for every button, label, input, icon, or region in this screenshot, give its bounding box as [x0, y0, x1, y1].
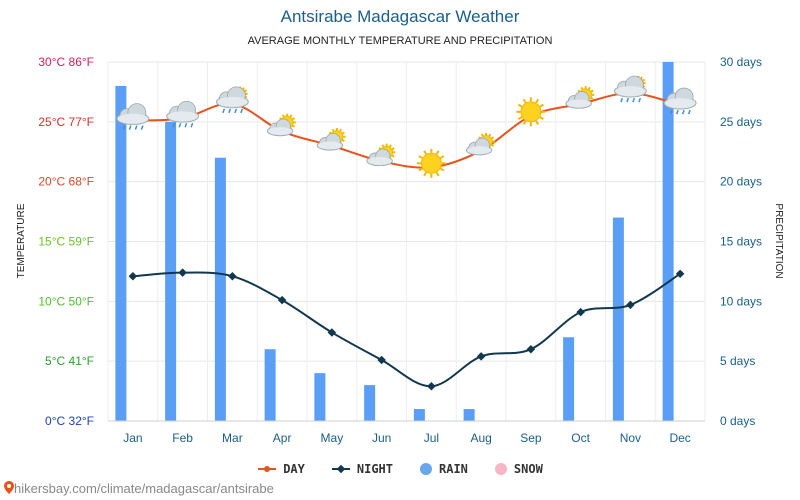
rain-bar	[115, 85, 127, 421]
x-tick-label: Aug	[470, 431, 491, 445]
chart-title: Antsirabe Madagascar Weather	[280, 7, 520, 26]
legend-night-label: NIGHT	[356, 462, 393, 476]
legend-day[interactable]: DAY	[257, 462, 305, 476]
sun-cloud-icon	[565, 86, 595, 109]
night-point	[178, 268, 187, 277]
sun-cloud-icon	[465, 132, 495, 156]
source-link[interactable]: hikersbay.com/climate/madagascar/antsira…	[4, 481, 274, 496]
map-pin-icon	[4, 481, 14, 494]
weather-chart: 0°C 32°F 5°C 41°F 10°C 50°F 15°C 59°F 20°C 6…	[16, 55, 784, 445]
rain-bar	[364, 385, 376, 421]
legend-rain-label: RAIN	[439, 462, 468, 476]
y-left-tick-label: 10°C 50°F	[38, 294, 94, 308]
sun-cloud-icon	[266, 113, 296, 137]
y-left-tick-label: 20°C 68°F	[38, 175, 94, 189]
legend-day-label: DAY	[283, 462, 305, 476]
y-right-tick-label: 20 days	[720, 175, 762, 189]
y-right-tick-label: 10 days	[720, 294, 762, 308]
legend-snow[interactable]: SNOW	[494, 462, 543, 476]
chart-subtitle: AVERAGE MONTHLY TEMPERATURE AND PRECIPIT…	[247, 35, 553, 47]
rain-bar	[413, 409, 425, 421]
cloud-rain-icon	[116, 103, 150, 130]
chart-legend: DAY NIGHT RAIN SNOW	[0, 462, 800, 476]
source-text: hikersbay.com/climate/madagascar/antsira…	[14, 481, 274, 496]
cloud-rain-icon	[166, 100, 200, 128]
night-point	[476, 352, 486, 361]
night-point	[427, 382, 436, 391]
rain-bar	[314, 373, 326, 421]
y-right-tick-label: 15 days	[720, 235, 762, 249]
cloud-rain-icon	[663, 87, 697, 115]
rain-bar	[264, 349, 276, 421]
y-right-tick-label: 25 days	[720, 115, 762, 129]
night-point	[277, 295, 287, 305]
rain-bar	[463, 409, 475, 421]
y-left-tick-label: 25°C 77°F	[38, 115, 94, 129]
x-tick-label: Oct	[571, 431, 590, 445]
y-left-axis-title: TEMPERATURE	[16, 203, 27, 278]
legend-rain-icon	[420, 463, 432, 475]
rain-bar	[165, 121, 177, 421]
legend-snow-label: SNOW	[513, 462, 543, 476]
rain-bar	[612, 217, 624, 421]
night-point	[377, 355, 386, 365]
x-tick-label: Sep	[520, 431, 542, 445]
y-left-tick-label: 30°C 86°F	[38, 55, 94, 69]
sun-cloud-icon	[366, 143, 396, 167]
sun-cloud-rain-icon	[215, 86, 249, 114]
y-left-tick-label: 0°C 32°F	[45, 414, 94, 428]
x-tick-label: Nov	[620, 431, 641, 445]
legend-night-icon	[331, 464, 350, 474]
x-tick-label: Jul	[424, 431, 439, 445]
night-point	[228, 271, 237, 281]
legend-rain[interactable]: RAIN	[419, 462, 468, 476]
night-point	[526, 344, 536, 354]
x-tick-label: May	[321, 431, 344, 445]
night-point	[128, 271, 138, 281]
sun-icon	[516, 97, 546, 127]
grid-lines	[107, 61, 706, 422]
sun-cloud-rain-icon	[613, 75, 647, 103]
y-left-tick-label: 15°C 59°F	[38, 235, 94, 249]
rain-bar	[563, 337, 575, 421]
rain-bar	[662, 62, 674, 421]
night-point	[576, 307, 585, 317]
y-right-tick-label: 0 days	[720, 414, 755, 428]
legend-night[interactable]: NIGHT	[331, 462, 393, 476]
y-right-tick-label: 30 days	[720, 55, 762, 69]
night-point	[626, 300, 635, 310]
x-tick-label: Jan	[123, 431, 142, 445]
x-tick-label: Feb	[172, 431, 193, 445]
rain-bar	[214, 157, 226, 421]
x-tick-label: Apr	[273, 431, 292, 445]
night-point	[327, 328, 337, 337]
y-right-axis-title: PRECIPITATION	[773, 203, 784, 278]
sun-cloud-icon	[316, 128, 346, 151]
x-tick-label: Mar	[222, 431, 243, 445]
sun-icon	[416, 148, 446, 178]
y-right-tick-label: 5 days	[720, 354, 755, 368]
x-tick-label: Jun	[372, 431, 391, 445]
night-point	[675, 269, 685, 279]
x-tick-label: Dec	[669, 431, 690, 445]
legend-snow-icon	[494, 463, 507, 475]
legend-day-icon	[258, 466, 277, 472]
y-left-tick-label: 5°C 41°F	[45, 354, 94, 368]
